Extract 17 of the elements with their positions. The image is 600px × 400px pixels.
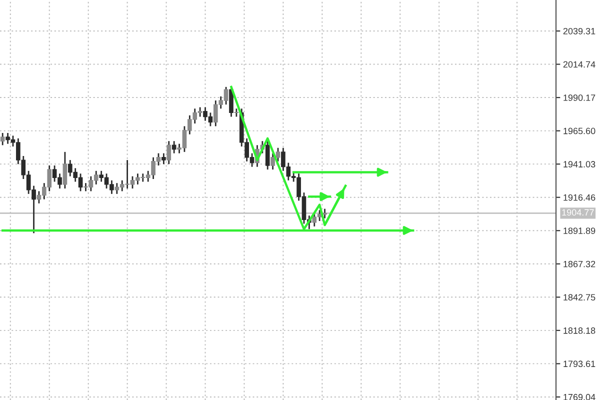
candlestick [162,152,166,165]
y-tick-label: 1990.17 [564,94,596,101]
y-tick-label: 1941.03 [564,161,596,168]
y-tick-label: 1793.61 [564,360,596,368]
y-tick-label: 1891.89 [564,228,596,234]
y-tick-label: 1842.75 [564,294,596,301]
y-tick-label: 1818.18 [564,327,596,334]
y-tick-label: 2039.31 [563,28,596,34]
ref-line-label: 1904.77 [562,209,594,216]
candlestick [229,88,234,118]
y-tick-label: 1769.04 [564,394,596,400]
candlestick [172,140,176,154]
candlestick [265,140,270,170]
y-tick-label: 1965.60 [564,128,596,134]
y-tick-label: 1867.32 [564,260,596,268]
y-tick-label: 2014.74 [563,61,596,68]
y-tick-label: 1916.46 [564,194,596,201]
